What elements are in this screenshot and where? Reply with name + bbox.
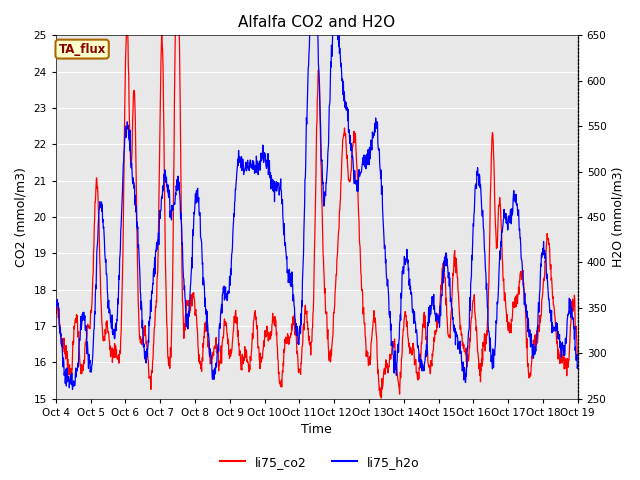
li75_co2 — [156, 153, 163, 159]
Line: li75_co2: li75_co2 — [56, 28, 578, 398]
li75_co2 — [377, 395, 385, 401]
Legend: li75_co2, li75_h2o: li75_co2, li75_h2o — [215, 451, 425, 474]
li75_h2o — [307, 24, 314, 29]
Line: li75_h2o: li75_h2o — [56, 26, 578, 389]
li75_co2 — [467, 338, 474, 344]
li75_h2o — [467, 308, 474, 313]
li75_co2 — [227, 353, 234, 359]
li75_h2o — [398, 268, 406, 274]
li75_co2 — [574, 356, 582, 361]
X-axis label: Time: Time — [301, 423, 332, 436]
li75_co2 — [398, 350, 406, 356]
li75_h2o — [513, 202, 520, 208]
li75_h2o — [168, 207, 176, 213]
Y-axis label: CO2 (mmol/m3): CO2 (mmol/m3) — [15, 167, 28, 267]
li75_h2o — [52, 308, 60, 313]
li75_h2o — [574, 362, 582, 368]
li75_h2o — [68, 386, 76, 392]
li75_co2 — [513, 304, 520, 310]
li75_co2 — [123, 25, 131, 31]
li75_h2o — [227, 266, 234, 272]
Title: Alfalfa CO2 and H2O: Alfalfa CO2 and H2O — [238, 15, 396, 30]
Y-axis label: H2O (mmol/m3): H2O (mmol/m3) — [612, 167, 625, 267]
li75_h2o — [156, 208, 163, 214]
Text: TA_flux: TA_flux — [58, 43, 106, 56]
li75_co2 — [52, 305, 60, 311]
li75_co2 — [168, 298, 176, 303]
